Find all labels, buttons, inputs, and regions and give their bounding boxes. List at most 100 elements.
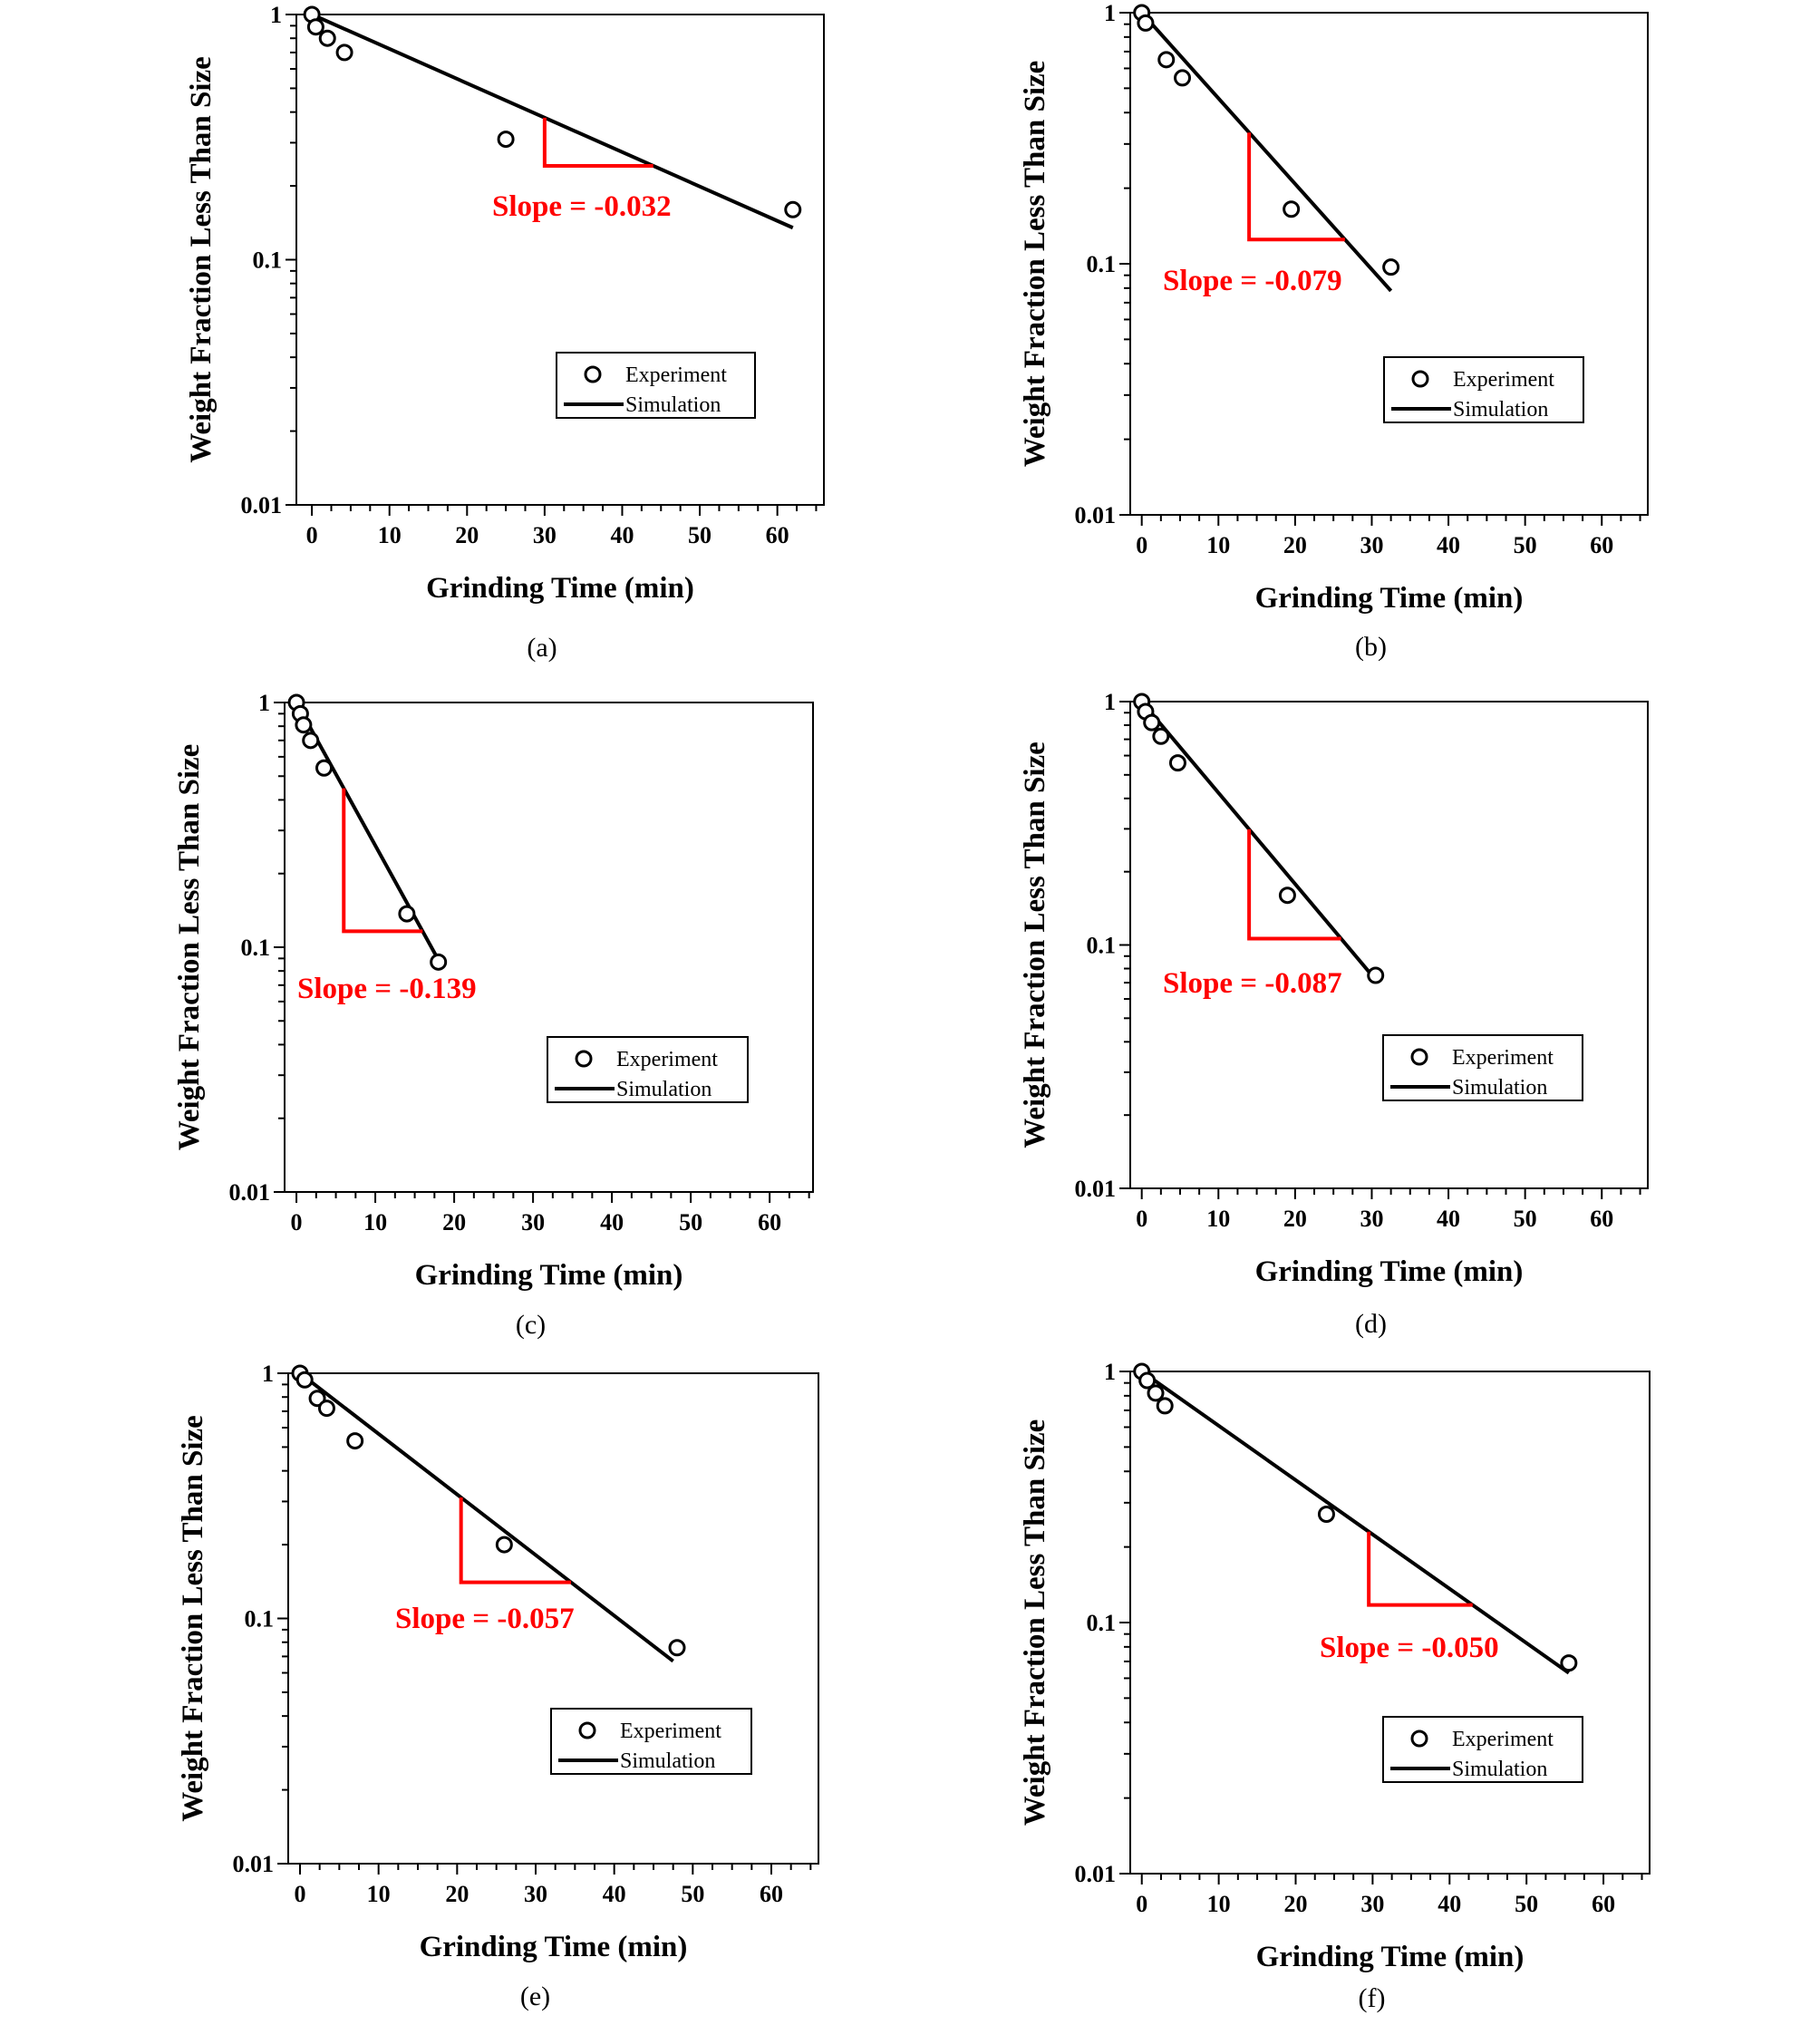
x-tick-label: 30 — [524, 1881, 547, 1907]
x-axis-title: Grinding Time (min) — [1256, 1941, 1525, 1973]
y-tick-label: 0.01 — [1075, 502, 1117, 528]
x-tick-label: 0 — [306, 522, 318, 548]
legend-simulation-label: Simulation — [1452, 1758, 1547, 1781]
chart-panel: 0 10 20 30 40 50 60 0.01 0.1 1 Grinding Time (min)… — [1019, 1359, 1651, 2013]
legend: Experiment Simulation — [1382, 1034, 1583, 1101]
experiment-point — [497, 131, 515, 149]
chart-panel: 0 10 20 30 40 50 60 0.01 0.1 1 Grinding Time (min)… — [173, 690, 814, 1340]
panel-caption: (e) — [520, 1981, 550, 2011]
x-axis-title: Grinding Time (min) — [1255, 1255, 1524, 1288]
experiment-point — [306, 18, 324, 36]
experiment-point — [1317, 1506, 1335, 1524]
experiment-point — [1152, 727, 1170, 745]
x-tick-label: 40 — [600, 1209, 624, 1235]
legend-experiment-marker — [575, 1050, 593, 1068]
panel-caption: (c) — [516, 1310, 546, 1340]
y-axis-title: Weight Fraction Less Than Size — [1019, 1419, 1051, 1826]
x-tick-label: 60 — [766, 522, 789, 548]
slope-label: Slope = -0.087 — [1163, 967, 1342, 1000]
experiment-point — [430, 953, 448, 971]
experiment-point — [1156, 1397, 1174, 1415]
y-tick-label: 0.01 — [1075, 1176, 1117, 1202]
experiment-point — [1283, 200, 1301, 218]
legend-experiment-label: Experiment — [625, 363, 727, 387]
y-tick-label: 1 — [258, 690, 270, 716]
y-tick-label: 0.1 — [245, 1606, 275, 1633]
x-tick-label: 50 — [688, 522, 712, 548]
y-axis-title: Weight Fraction Less Than Size — [177, 1415, 209, 1822]
experiment-point — [1168, 754, 1186, 772]
chart-panel: 0 10 20 30 40 50 60 0.01 0.1 1 Grinding Time (min)… — [185, 2, 825, 663]
panel-caption: (d) — [1355, 1309, 1387, 1339]
experiment-point — [315, 759, 334, 777]
panel-caption: (f) — [1359, 1983, 1386, 2013]
x-tick-label: 20 — [455, 522, 479, 548]
legend-simulation-label: Simulation — [1453, 398, 1548, 421]
experiment-point — [398, 905, 416, 923]
x-tick-label: 20 — [445, 1881, 469, 1907]
simulation-line — [311, 13, 794, 230]
y-tick-label: 0.01 — [229, 1179, 271, 1206]
legend-experiment-label: Experiment — [1452, 1728, 1554, 1751]
x-axis-title: Grinding Time (min) — [426, 572, 694, 605]
x-tick-label: 10 — [1207, 1891, 1231, 1917]
x-tick-label: 40 — [610, 522, 634, 548]
legend-simulation-label: Simulation — [1452, 1076, 1547, 1100]
x-tick-label: 60 — [1592, 1891, 1615, 1917]
legend: Experiment Simulation — [547, 1036, 749, 1103]
legend: Experiment Simulation — [1383, 356, 1584, 423]
slope-label: Slope = -0.139 — [297, 973, 477, 1005]
y-tick-label: 0.01 — [1075, 1861, 1117, 1887]
x-axis-title: Grinding Time (min) — [420, 1931, 688, 1963]
x-tick-label: 60 — [758, 1209, 781, 1235]
x-tick-label: 60 — [1590, 532, 1613, 558]
slope-triangle — [1367, 1531, 1473, 1607]
x-tick-label: 60 — [1590, 1206, 1613, 1232]
x-tick-label: 10 — [363, 1209, 387, 1235]
slope-triangle — [342, 788, 423, 934]
slope-label: Slope = -0.057 — [395, 1603, 575, 1635]
panel-caption: (b) — [1355, 632, 1387, 662]
experiment-point — [302, 732, 320, 750]
plot-frame — [1129, 1371, 1651, 1875]
x-tick-label: 30 — [521, 1209, 545, 1235]
x-tick-label: 0 — [1136, 532, 1147, 558]
x-tick-label: 30 — [1360, 1206, 1383, 1232]
y-axis-title: Weight Fraction Less Than Size — [185, 56, 218, 463]
legend-simulation-label: Simulation — [616, 1078, 712, 1101]
slope-label: Slope = -0.079 — [1163, 265, 1342, 297]
experiment-point — [335, 44, 353, 62]
y-tick-label: 0.1 — [253, 247, 283, 274]
x-tick-label: 50 — [681, 1881, 704, 1907]
x-tick-label: 0 — [1136, 1891, 1147, 1917]
y-axis-title: Weight Fraction Less Than Size — [1019, 61, 1051, 468]
y-tick-label: 1 — [1104, 689, 1116, 715]
legend-simulation-label: Simulation — [620, 1749, 715, 1773]
x-tick-label: 10 — [1206, 1206, 1230, 1232]
slope-triangle — [1247, 828, 1341, 941]
slope-triangle — [459, 1497, 571, 1584]
slope-label: Slope = -0.032 — [492, 190, 672, 223]
x-tick-label: 10 — [367, 1881, 391, 1907]
legend-experiment-marker — [1411, 370, 1429, 388]
y-tick-label: 0.1 — [241, 935, 271, 961]
legend-experiment-label: Experiment — [620, 1720, 721, 1743]
plot-frame — [295, 14, 825, 506]
experiment-point — [346, 1432, 364, 1450]
experiment-point — [295, 1371, 314, 1389]
experiment-point — [784, 200, 802, 218]
y-tick-label: 0.01 — [241, 492, 283, 518]
y-tick-label: 1 — [270, 2, 282, 28]
x-tick-label: 20 — [1284, 1891, 1308, 1917]
y-axis-title: Weight Fraction Less Than Size — [173, 744, 206, 1151]
y-tick-label: 1 — [262, 1361, 274, 1387]
x-tick-label: 50 — [1515, 1891, 1538, 1917]
legend-box — [547, 1036, 749, 1103]
legend-box — [556, 352, 756, 419]
experiment-point — [1278, 887, 1296, 905]
experiment-point — [1143, 713, 1161, 732]
y-tick-label: 1 — [1104, 0, 1116, 26]
chart-panel: 0 10 20 30 40 50 60 0.01 0.1 1 Grinding Time (min)… — [1019, 689, 1649, 1339]
x-tick-label: 10 — [1206, 532, 1230, 558]
x-tick-label: 20 — [442, 1209, 466, 1235]
